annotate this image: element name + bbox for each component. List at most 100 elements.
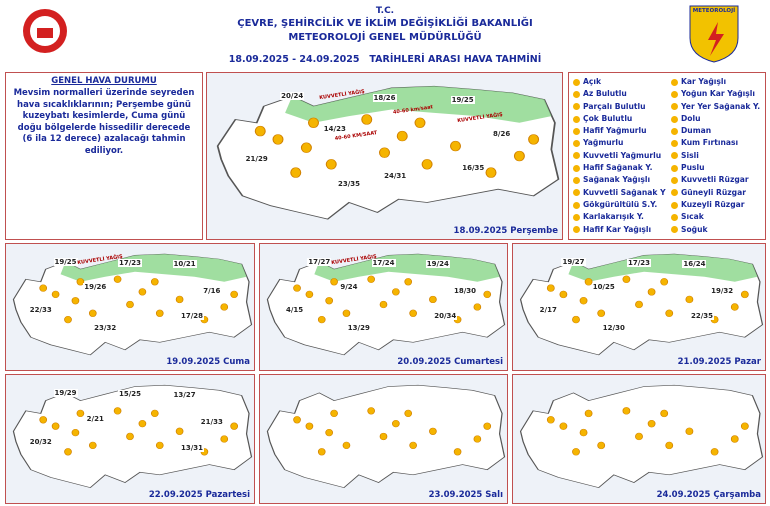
legend-icon bbox=[671, 189, 678, 197]
sun-icon bbox=[483, 290, 492, 299]
sun-icon bbox=[361, 114, 373, 125]
legend-icon bbox=[671, 90, 678, 98]
legend-label: Karlakarışık Y. bbox=[583, 212, 644, 222]
sun-icon bbox=[325, 297, 333, 305]
map-date: 24.09.2025 Çarşamba bbox=[656, 490, 761, 500]
temperature: 17/23 bbox=[117, 258, 143, 267]
sun-icon bbox=[660, 409, 669, 418]
sun-icon bbox=[453, 448, 462, 456]
sun-icon bbox=[88, 441, 97, 450]
temperature: 17/24 bbox=[371, 258, 396, 267]
temperature: 18/30 bbox=[452, 286, 478, 295]
legend-item: Kuzeyli Rüzgar bbox=[671, 199, 760, 211]
legend-icon bbox=[671, 140, 678, 148]
temperature: 20/34 bbox=[433, 311, 458, 320]
temperature: 19/26 bbox=[83, 282, 108, 291]
rain-area bbox=[60, 254, 247, 282]
temperature: 23/32 bbox=[93, 324, 118, 333]
sun-icon bbox=[584, 278, 593, 286]
legend-icon bbox=[573, 115, 580, 123]
sun-icon bbox=[546, 416, 555, 424]
org: T.C. bbox=[375, 6, 395, 16]
legend-icon bbox=[671, 201, 678, 209]
legend-icon bbox=[573, 90, 580, 98]
legend-item: Kuvvetli Rüzgar bbox=[671, 174, 760, 186]
legend-label: Güneyli Rüzgar bbox=[681, 187, 746, 197]
temperature: 24/31 bbox=[383, 171, 408, 180]
summary-title: GENEL HAVA DURUMU bbox=[51, 76, 157, 86]
map-date: 22.09.2025 Pazartesi bbox=[148, 490, 250, 500]
map-graphic bbox=[12, 384, 253, 489]
legend-icon bbox=[671, 127, 678, 135]
legend-item: Kuvvetli Yağmurlu bbox=[573, 150, 671, 162]
legend-label: Gökgürültülü S.Y. bbox=[583, 199, 658, 209]
sun-icon bbox=[342, 309, 351, 317]
sun-icon bbox=[429, 427, 437, 435]
sun-icon bbox=[150, 409, 159, 418]
sun-icon bbox=[572, 448, 580, 456]
legend-item: Puslu bbox=[671, 162, 760, 174]
temperature: 13/29 bbox=[346, 324, 371, 333]
temperature: 14/23 bbox=[322, 125, 347, 134]
temperature: 4/15 bbox=[284, 305, 305, 314]
sun-icon bbox=[155, 441, 164, 450]
temperature: 18/26 bbox=[372, 93, 397, 102]
period: 18.09.2025 - 24.09.2025 TARİHLERİ ARASI … bbox=[228, 54, 542, 65]
sun-icon bbox=[51, 290, 60, 299]
legend-item: Az Bulutlu bbox=[573, 88, 671, 100]
legend-label: Duman bbox=[681, 126, 712, 136]
legend-item: Sağanak Yağışlı bbox=[573, 174, 671, 186]
sun-icon bbox=[404, 278, 413, 286]
legend-icon bbox=[573, 213, 580, 221]
sun-icon bbox=[528, 134, 540, 145]
legend-item: Hafif Yağmurlu bbox=[573, 125, 671, 137]
legend-label: Sağanak Yağışlı bbox=[583, 175, 651, 185]
sun-icon bbox=[379, 300, 388, 309]
legend-label: Puslu bbox=[681, 163, 705, 173]
legend-right: Kar Yağışlı Yoğun Kar Yağışlı Yer Yer Sağa… bbox=[671, 76, 760, 236]
legend-item: Sisli bbox=[671, 150, 760, 162]
sun-icon bbox=[76, 278, 85, 286]
sun-icon bbox=[710, 448, 719, 456]
map-graphic bbox=[266, 253, 506, 356]
sun-icon bbox=[449, 140, 462, 152]
sun-icon bbox=[76, 409, 85, 418]
temperature: 19/27 bbox=[561, 257, 586, 266]
sun-icon bbox=[342, 441, 351, 450]
temperature: 12/30 bbox=[601, 324, 626, 333]
forecast-map: 19/25 17/23 10/21 19/26 22/33 7/16 17/28 23/32 K… bbox=[5, 243, 255, 371]
sun-icon bbox=[740, 290, 749, 299]
sun-icon bbox=[300, 142, 312, 153]
temperature: 7/16 bbox=[202, 286, 222, 295]
temperature: 2/17 bbox=[538, 305, 558, 314]
temperature: 17/28 bbox=[179, 311, 205, 320]
map-date: 20.09.2025 Cumartesi bbox=[397, 357, 503, 367]
legend-label: Hafif Sağanak Y. bbox=[583, 163, 653, 173]
legend-icon bbox=[573, 103, 580, 111]
legend-label: Yer Yer Sağanak Y. bbox=[681, 101, 761, 111]
temperature: 15/25 bbox=[117, 390, 143, 399]
sun-icon bbox=[647, 419, 656, 428]
forecast-map: 23.09.2025 Salı bbox=[259, 374, 508, 504]
legend-label: Yağmurlu bbox=[583, 138, 624, 148]
sun-icon bbox=[414, 117, 426, 128]
forecast-map: 17/27 17/24 19/24 9/24 4/15 18/30 20/34 13/29 KU… bbox=[259, 243, 508, 371]
sun-icon bbox=[392, 420, 400, 428]
sun-icon bbox=[647, 288, 656, 296]
legend-item: Açık bbox=[573, 76, 671, 88]
directorate: METEOROLOJİ GENEL MÜDÜRLÜĞÜ bbox=[288, 32, 482, 43]
sun-icon bbox=[513, 150, 525, 162]
sun-icon bbox=[665, 309, 674, 317]
legend-label: Yoğun Kar Yağışlı bbox=[681, 89, 755, 99]
legend-item: Duman bbox=[671, 125, 760, 137]
legend-item: Yağmurlu bbox=[573, 137, 671, 149]
sun-icon bbox=[396, 130, 408, 142]
temperature: 20/32 bbox=[28, 437, 53, 446]
logo-text: METEOROLOJİ bbox=[692, 8, 736, 14]
temperature: 10/25 bbox=[591, 282, 616, 291]
legend-label: Dolu bbox=[681, 113, 701, 123]
sun-icon bbox=[230, 422, 239, 430]
sun-icon bbox=[293, 416, 301, 424]
legend-item: Çok Bulutlu bbox=[573, 113, 671, 125]
legend-label: Açık bbox=[583, 77, 602, 86]
